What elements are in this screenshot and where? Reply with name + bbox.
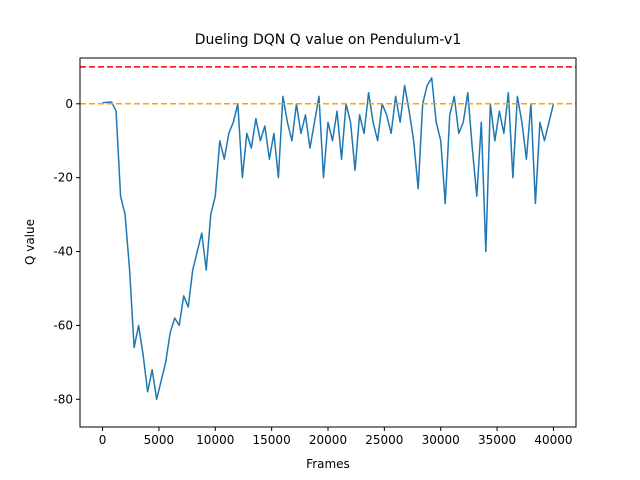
y-tick-label: -20 [53,171,73,185]
x-tick-label: 0 [99,433,107,447]
y-tick-label: -40 [53,245,73,259]
x-tick-label: 30000 [422,433,460,447]
data-line [102,77,555,401]
x-tick-label: 25000 [365,433,403,447]
x-tick-label: 20000 [309,433,347,447]
x-tick-label: 35000 [478,433,516,447]
y-axis-label: Q value [23,219,37,265]
y-tick-label: -80 [53,392,73,406]
x-tick-label: 40000 [534,433,572,447]
y-tick-label: 0 [65,97,73,111]
plot-frame [79,57,577,428]
x-axis-label: Frames [306,457,350,471]
y-tick-label: -60 [53,318,73,332]
x-tick-label: 10000 [196,433,234,447]
x-tick-label: 5000 [144,433,175,447]
chart-title: Dueling DQN Q value on Pendulum-v1 [195,32,462,48]
x-tick-label: 15000 [253,433,291,447]
